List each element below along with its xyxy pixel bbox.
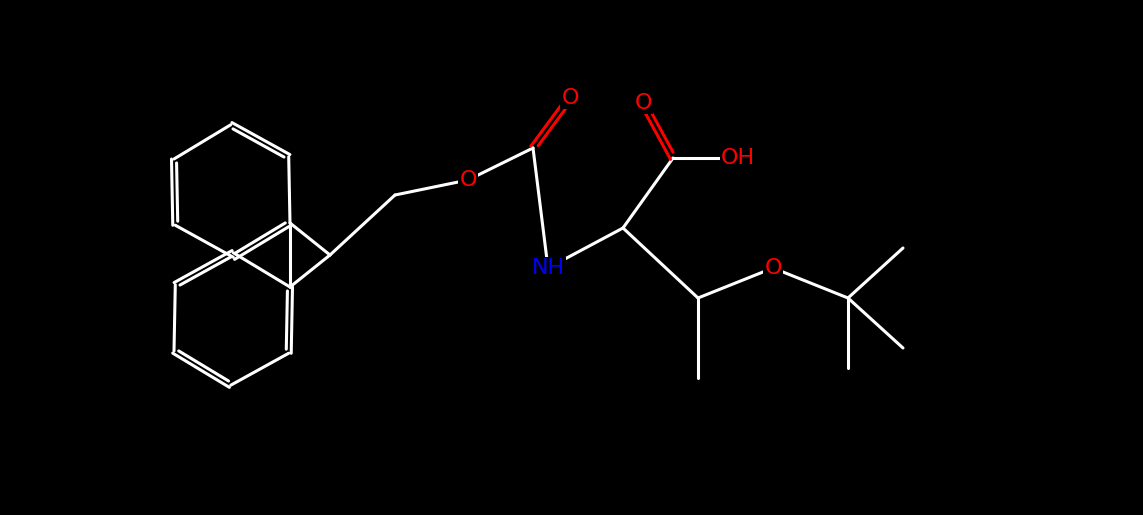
- Text: O: O: [765, 258, 782, 278]
- Text: OH: OH: [721, 148, 756, 168]
- Text: O: O: [561, 88, 578, 108]
- Text: NH: NH: [531, 258, 565, 278]
- Text: O: O: [634, 93, 652, 113]
- Text: O: O: [459, 170, 477, 190]
